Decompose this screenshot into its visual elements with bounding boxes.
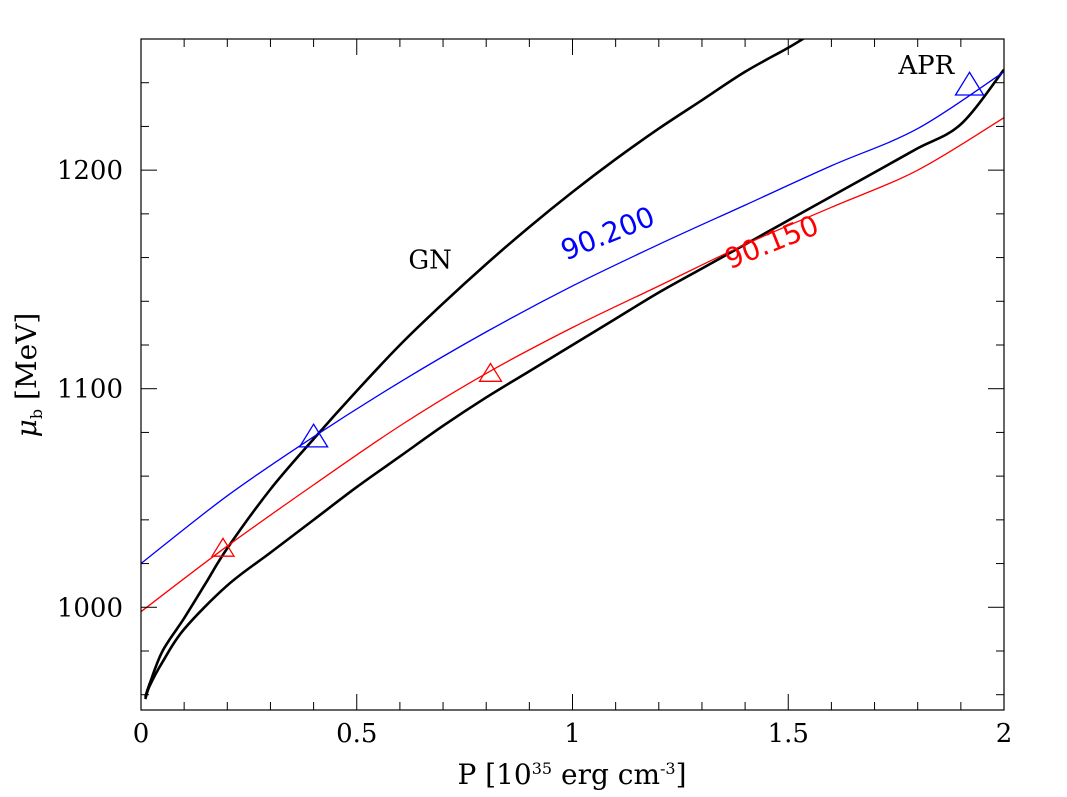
- triangle-marker: [210, 537, 236, 557]
- x-axis-label: P [1035 erg cm-3]: [457, 758, 686, 791]
- series-line-gn: [144, 39, 806, 698]
- curve-label-90-200: 90.200: [556, 200, 659, 267]
- y-axis-label: μb [MeV]: [10, 313, 46, 438]
- y-tick-label: 1100: [57, 375, 123, 405]
- x-tick-label: 1: [564, 719, 581, 749]
- series-line-apr: [144, 68, 1004, 700]
- triangle-marker: [298, 422, 329, 448]
- triangle-marker: [954, 71, 985, 96]
- x-tick-label: 0: [133, 719, 150, 749]
- curve-label-apr: APR: [897, 51, 955, 81]
- series-line-90-200: [141, 71, 1004, 565]
- axes: 0 0.5 1 1.5 2 1000 1100 1200: [57, 38, 1013, 749]
- curves: [141, 39, 1004, 700]
- x-tick-label: 1.5: [768, 719, 809, 749]
- curve-label-gn: GN: [408, 245, 452, 275]
- curve-label-90-150: 90.150: [720, 209, 823, 276]
- triangle-marker: [478, 362, 503, 382]
- y-tick-label: 1200: [57, 156, 123, 186]
- x-tick-label: 0.5: [336, 719, 377, 749]
- y-tick-label: 1000: [57, 593, 123, 623]
- plot-frame: [140, 38, 1005, 711]
- plot-area: GN APR 90.200 90.150: [141, 39, 1004, 700]
- series-line-90-150: [141, 117, 1004, 613]
- x-tick-label: 2: [996, 719, 1013, 749]
